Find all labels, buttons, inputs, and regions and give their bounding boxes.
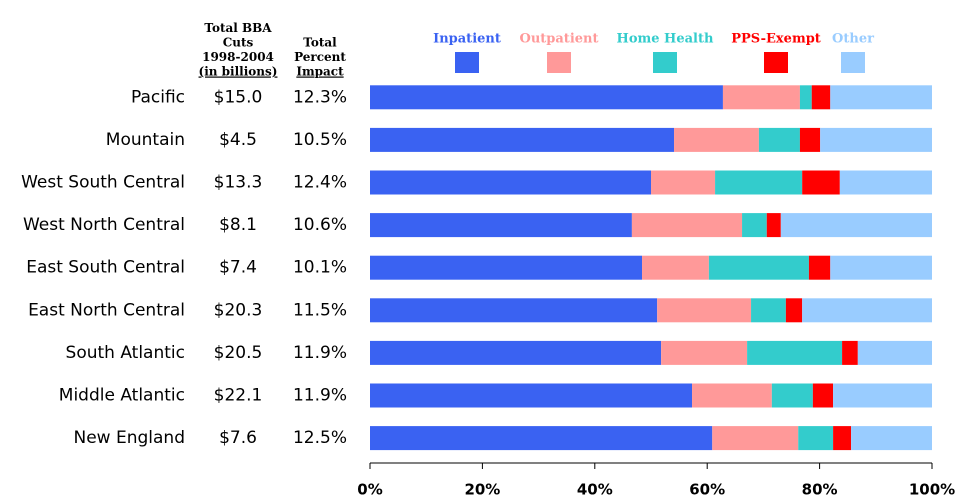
legend-swatch (455, 52, 479, 73)
category-label: Pacific (131, 87, 185, 107)
bar-segment (661, 340, 748, 365)
bar-segment (747, 340, 843, 365)
legend-swatch (764, 52, 788, 73)
bar-segment (370, 213, 632, 238)
x-tick-label: 0% (357, 481, 382, 499)
x-tick-label: 100% (909, 481, 955, 499)
bar-segment (712, 426, 799, 451)
category-label: East North Central (28, 300, 185, 320)
bar-segment (830, 85, 932, 110)
bar-segment (715, 170, 803, 195)
bar-segment (771, 383, 813, 408)
category-label: Mountain (106, 130, 185, 150)
bar-segment (642, 255, 709, 280)
legend-label: Home Health (617, 32, 714, 47)
column-value: $7.6 (219, 428, 257, 448)
column-value: $7.4 (219, 258, 257, 278)
x-tick-label: 60% (689, 481, 725, 499)
bar-segment (802, 298, 932, 323)
bar-segment (802, 170, 840, 195)
legend-swatch (841, 52, 865, 73)
bar-segment (370, 85, 723, 110)
bar-segment (830, 255, 932, 280)
column-value: 12.3% (293, 87, 347, 107)
bar-segment (798, 426, 834, 451)
column-value: $13.3 (214, 173, 263, 193)
bar-segment (370, 383, 693, 408)
column-value: $8.1 (219, 215, 257, 235)
bar-segment (820, 127, 932, 152)
column-header: (in billions) (199, 65, 278, 79)
column-value: $15.0 (214, 87, 263, 107)
category-label: East South Central (26, 258, 185, 278)
column-value: 11.5% (293, 300, 347, 320)
bar-segment (766, 213, 781, 238)
bar-segment (857, 340, 932, 365)
bar-segment (833, 383, 932, 408)
bar-segment (370, 255, 643, 280)
bar-segment (799, 85, 812, 110)
bar-segment (370, 298, 658, 323)
legend-label: Outpatient (520, 32, 599, 47)
bar-segment (674, 127, 759, 152)
column-value: 12.4% (293, 173, 347, 193)
bar-segment (780, 213, 932, 238)
bar-segment (722, 85, 800, 110)
legend-label: PPS-Exempt (731, 32, 821, 47)
column-value: $22.1 (214, 386, 263, 406)
x-tick-label: 20% (464, 481, 500, 499)
column-header: Percent (294, 50, 346, 64)
bar-segment (631, 213, 743, 238)
x-tick-label: 40% (577, 481, 613, 499)
bar-segment (657, 298, 752, 323)
x-tick-label: 80% (802, 481, 838, 499)
column-header: Impact (296, 65, 344, 79)
column-value: 10.1% (293, 258, 347, 278)
category-label: West South Central (21, 173, 185, 193)
bar-segment (811, 85, 831, 110)
column-value: $20.5 (214, 343, 263, 363)
bar-segment (751, 298, 786, 323)
bar-segment (851, 426, 932, 451)
bar-segment (370, 127, 675, 152)
bar-segment (758, 127, 800, 152)
bar-segment (808, 255, 831, 280)
bar-segment (839, 170, 932, 195)
column-value: $20.3 (214, 300, 263, 320)
bar-segment (370, 426, 713, 451)
bar-segment (833, 426, 852, 451)
column-value: $4.5 (219, 130, 257, 150)
category-label: New England (74, 428, 186, 448)
column-value: 10.6% (293, 215, 347, 235)
category-label: West North Central (23, 215, 185, 235)
legend-label: Inpatient (433, 32, 501, 47)
bar-segment (799, 127, 821, 152)
column-value: 10.5% (293, 130, 347, 150)
column-header: Total (303, 36, 337, 50)
column-value: 12.5% (293, 428, 347, 448)
bar-segment (842, 340, 858, 365)
column-value: 11.9% (293, 343, 347, 363)
category-label: South Atlantic (66, 343, 185, 363)
legend-label: Other (832, 32, 874, 47)
column-header: Cuts (223, 36, 254, 50)
legend-swatch (653, 52, 677, 73)
bar-segment (692, 383, 772, 408)
bar-segment (742, 213, 767, 238)
column-value: 11.9% (293, 386, 347, 406)
bar-segment (785, 298, 803, 323)
bar-segment (370, 170, 651, 195)
bar-segment (651, 170, 716, 195)
bar-segment (812, 383, 834, 408)
legend-swatch (547, 52, 571, 73)
column-header: Total BBA (204, 21, 272, 35)
bar-segment (370, 340, 662, 365)
category-label: Middle Atlantic (59, 386, 185, 406)
column-header: 1998-2004 (202, 50, 274, 64)
bar-segment (708, 255, 809, 280)
